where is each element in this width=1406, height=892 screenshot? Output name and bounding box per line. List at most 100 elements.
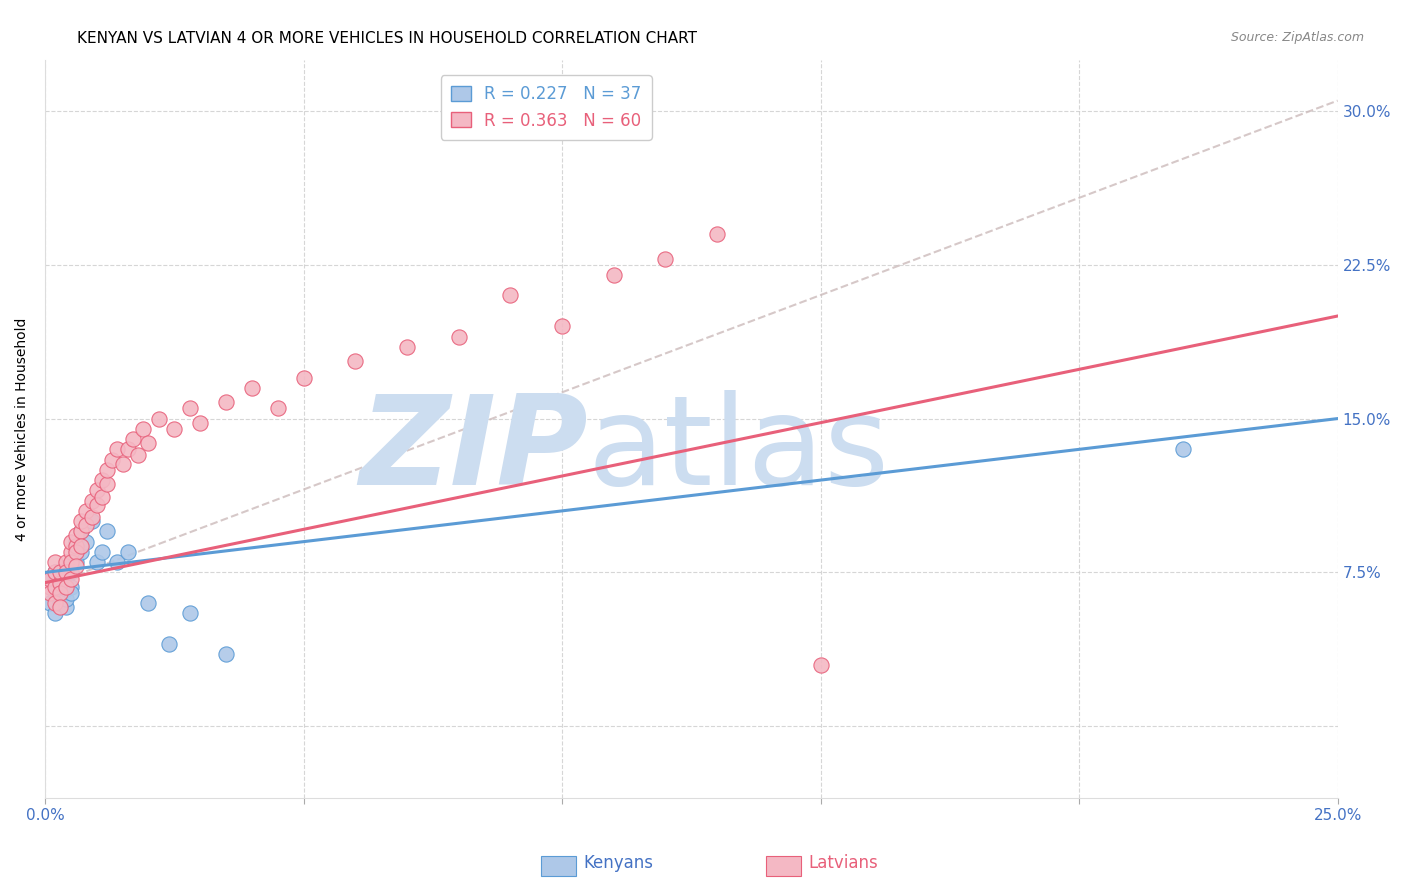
Point xyxy=(44,566,66,580)
Point xyxy=(603,268,626,282)
Point xyxy=(59,534,82,549)
Point xyxy=(75,534,97,549)
Point xyxy=(39,580,62,594)
Point xyxy=(70,539,93,553)
Point xyxy=(70,514,93,528)
Point xyxy=(101,452,124,467)
Point xyxy=(59,566,82,580)
Text: Latvians: Latvians xyxy=(808,855,879,872)
Point xyxy=(90,545,112,559)
Point xyxy=(39,572,62,586)
Text: atlas: atlas xyxy=(588,391,890,511)
Point xyxy=(49,590,72,604)
Point xyxy=(70,524,93,539)
Point xyxy=(44,586,66,600)
Point xyxy=(157,637,180,651)
Point xyxy=(447,329,470,343)
Point xyxy=(86,498,108,512)
Point xyxy=(86,555,108,569)
Point xyxy=(44,555,66,569)
Point xyxy=(551,319,574,334)
Point xyxy=(55,592,77,607)
Point xyxy=(90,490,112,504)
Point xyxy=(654,252,676,266)
Point xyxy=(39,596,62,610)
Point xyxy=(810,657,832,672)
Point xyxy=(44,596,66,610)
Point xyxy=(240,381,263,395)
Point xyxy=(499,288,522,302)
Point xyxy=(344,354,367,368)
Point xyxy=(96,477,118,491)
Text: Kenyans: Kenyans xyxy=(583,855,654,872)
Point xyxy=(111,457,134,471)
Point xyxy=(80,514,103,528)
Point xyxy=(117,545,139,559)
Point xyxy=(215,395,238,409)
Point xyxy=(179,401,201,416)
Point xyxy=(132,422,155,436)
Legend: R = 0.227   N = 37, R = 0.363   N = 60: R = 0.227 N = 37, R = 0.363 N = 60 xyxy=(441,75,652,140)
Point xyxy=(138,596,160,610)
Point xyxy=(44,575,66,590)
Point xyxy=(138,436,160,450)
Point xyxy=(59,555,82,569)
Point xyxy=(80,493,103,508)
Point xyxy=(266,401,288,416)
Point xyxy=(90,473,112,487)
Point xyxy=(148,411,170,425)
Point xyxy=(65,559,87,574)
Point xyxy=(105,442,128,457)
Point xyxy=(49,596,72,610)
Text: ZIP: ZIP xyxy=(359,391,588,511)
Point xyxy=(49,600,72,615)
Point xyxy=(55,555,77,569)
Point xyxy=(49,586,72,600)
Point xyxy=(96,463,118,477)
Point xyxy=(55,600,77,615)
Point xyxy=(59,586,82,600)
Point xyxy=(39,572,62,586)
Point xyxy=(65,545,87,559)
Point xyxy=(292,370,315,384)
Y-axis label: 4 or more Vehicles in Household: 4 or more Vehicles in Household xyxy=(15,318,30,541)
Point xyxy=(59,545,82,559)
Point xyxy=(59,580,82,594)
Point xyxy=(39,586,62,600)
Point xyxy=(70,524,93,539)
Point xyxy=(1171,442,1194,457)
Point xyxy=(188,416,211,430)
Point xyxy=(105,555,128,569)
Point xyxy=(65,545,87,559)
Point xyxy=(59,555,82,569)
Text: Source: ZipAtlas.com: Source: ZipAtlas.com xyxy=(1230,31,1364,45)
Point xyxy=(75,504,97,518)
Point xyxy=(179,607,201,621)
Point xyxy=(44,566,66,580)
Point xyxy=(122,432,145,446)
Point xyxy=(59,572,82,586)
Point xyxy=(65,534,87,549)
Point xyxy=(49,566,72,580)
Point xyxy=(39,580,62,594)
Point xyxy=(86,483,108,498)
Point xyxy=(163,422,186,436)
Point xyxy=(49,580,72,594)
Point xyxy=(706,227,728,241)
Point xyxy=(127,449,149,463)
Point xyxy=(75,518,97,533)
Point xyxy=(70,545,93,559)
Point xyxy=(65,528,87,542)
Point xyxy=(49,586,72,600)
Point xyxy=(49,575,72,590)
Point xyxy=(55,582,77,596)
Point xyxy=(117,442,139,457)
Text: KENYAN VS LATVIAN 4 OR MORE VEHICLES IN HOUSEHOLD CORRELATION CHART: KENYAN VS LATVIAN 4 OR MORE VEHICLES IN … xyxy=(77,31,697,46)
Point xyxy=(55,580,77,594)
Point xyxy=(55,566,77,580)
Point xyxy=(44,607,66,621)
Point xyxy=(65,539,87,553)
Point xyxy=(395,340,418,354)
Point xyxy=(96,524,118,539)
Point xyxy=(44,580,66,594)
